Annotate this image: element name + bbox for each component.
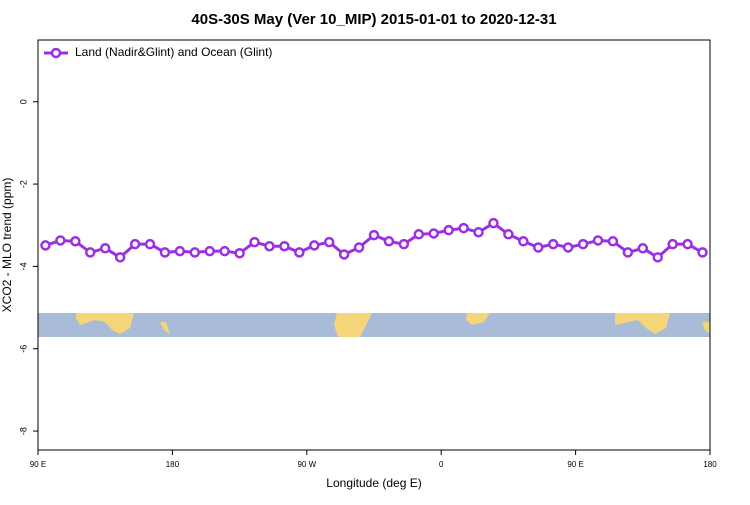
land [334, 313, 372, 337]
data-point [682, 238, 693, 250]
chart-title: 40S-30S May (Ver 10_MIP) 2015-01-01 to 2… [191, 11, 556, 28]
y-tick-label: -6 [18, 345, 28, 353]
plot-frame [37, 39, 711, 451]
data-point [85, 247, 96, 258]
x-tick-label: 90 E [567, 460, 583, 469]
y-tick-label: -8 [18, 427, 28, 435]
data-point [428, 228, 439, 239]
data-point [219, 245, 230, 257]
data-point [70, 236, 81, 247]
data-point [353, 242, 365, 253]
x-tick-label: 180 [703, 460, 717, 469]
data-point [189, 247, 201, 258]
data-point [279, 240, 290, 252]
data-point [473, 226, 484, 238]
data-point [159, 247, 171, 258]
data-point [323, 236, 335, 248]
x-axis-label: Longitude (deg E) [326, 476, 421, 490]
data-point [398, 238, 410, 250]
x-tick-label: 180 [166, 460, 180, 469]
data-point [294, 247, 305, 258]
data-point [55, 235, 66, 246]
data-point [458, 222, 469, 234]
data-point [114, 252, 126, 263]
data-point [383, 236, 395, 247]
data-point [562, 242, 574, 253]
land [702, 322, 710, 334]
data-point [592, 235, 604, 246]
data-point [503, 229, 514, 240]
y-axis-label: XCO2 - MLO trend (ppm) [0, 178, 14, 313]
data-point [40, 240, 51, 251]
x-tick-label: 0 [439, 460, 444, 469]
x-tick-label: 90 E [30, 460, 46, 469]
data-point [607, 236, 619, 247]
land [76, 313, 134, 334]
data-point [99, 243, 111, 254]
data-point [264, 240, 275, 252]
land [466, 313, 490, 325]
land [615, 313, 670, 334]
data-point [547, 238, 559, 250]
data-point [488, 217, 499, 229]
data-point [622, 247, 634, 258]
data-point [637, 243, 649, 254]
data-point [309, 240, 320, 251]
data-point [533, 242, 544, 253]
data-point [518, 236, 529, 247]
data-point [144, 238, 156, 250]
data-point [174, 245, 186, 257]
x-tick-label: 90 W [297, 460, 316, 469]
data-point [204, 245, 215, 257]
data-point [577, 238, 589, 250]
y-tick-label: -2 [18, 180, 28, 188]
legend-marker [50, 47, 62, 59]
data-point [338, 249, 350, 260]
data-point [234, 247, 245, 259]
data-point [667, 238, 678, 250]
map-band [38, 313, 710, 337]
y-tick-label: 0 [18, 99, 28, 104]
data-point [368, 229, 380, 241]
ocean [38, 313, 710, 337]
data-point [443, 224, 454, 236]
legend-label: Land (Nadir&Glint) and Ocean (Glint) [75, 45, 272, 59]
data-point [249, 236, 260, 248]
data-point [652, 252, 663, 263]
y-tick-label: -4 [18, 262, 28, 270]
data-point [697, 247, 708, 258]
data-point [129, 238, 141, 250]
data-point [413, 229, 425, 240]
land [160, 322, 170, 334]
